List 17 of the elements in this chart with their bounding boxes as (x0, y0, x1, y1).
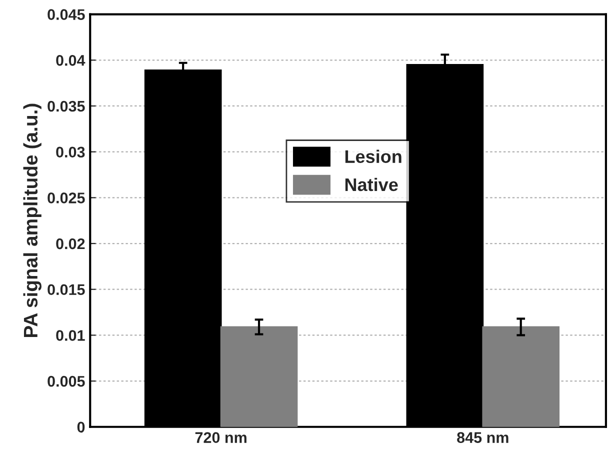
x-tick-label: 720 nm (195, 432, 246, 443)
x-tick-label: 845 nm (457, 432, 508, 443)
y-tick-label: 0.02 (56, 238, 85, 250)
y-tick-label: 0.01 (56, 330, 85, 341)
y-tick-label: 0 (77, 422, 85, 433)
y-tick-label: 0.025 (48, 192, 85, 204)
legend-label: Native (345, 178, 398, 192)
y-tick-label: 0.005 (48, 376, 85, 387)
legend-label: Lesion (345, 150, 402, 163)
y-tick-label: 0.035 (48, 100, 85, 112)
y-tick-label: 0.03 (56, 146, 85, 158)
y-axis-title: PA signal amplitude (a.u.) (23, 104, 42, 338)
bar (482, 326, 560, 427)
y-tick-label: 0.04 (56, 55, 86, 66)
y-tick-label: 0.045 (48, 9, 85, 20)
y-tick-label: 0.015 (48, 284, 85, 296)
bar (220, 326, 298, 427)
